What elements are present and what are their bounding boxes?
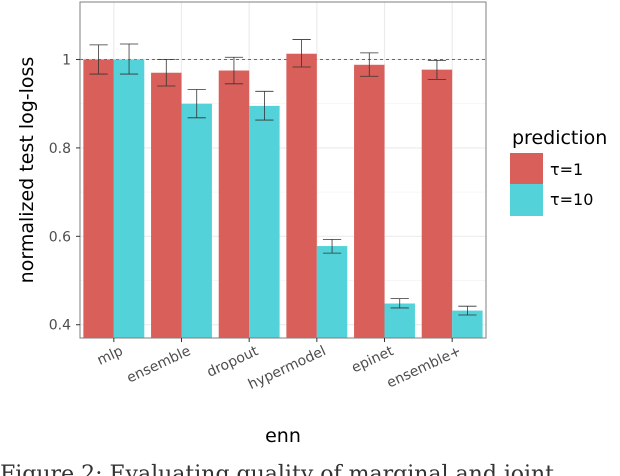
bar--1-ensemble bbox=[151, 72, 182, 338]
error-bars bbox=[89, 39, 477, 316]
x-tick-label: mlp bbox=[95, 343, 126, 369]
y-tick-label: 0.4 bbox=[49, 318, 71, 334]
bar--10-ensemble bbox=[181, 103, 212, 339]
y-tick-label: 0.8 bbox=[49, 141, 71, 157]
x-tick-label: ensemble bbox=[124, 343, 193, 386]
legend-title: prediction bbox=[512, 127, 607, 149]
y-axis: 0.4 0.6 0.8 1 bbox=[49, 52, 80, 334]
bar--1-hypermodel bbox=[286, 53, 317, 338]
x-tick-label: hypermodel bbox=[246, 343, 329, 393]
bar--10-epinet bbox=[384, 303, 415, 338]
y-tick-label: 1 bbox=[62, 52, 71, 68]
figure-caption: Figure 2: Evaluating quality of marginal… bbox=[0, 462, 555, 476]
bar--10-mlp bbox=[113, 59, 145, 338]
legend-swatch-tau-1 bbox=[510, 153, 543, 185]
bar--1-dropout bbox=[218, 70, 250, 339]
bar--1-ensemble+ bbox=[421, 69, 453, 339]
legend: prediction τ=1 τ=10 bbox=[510, 127, 607, 216]
bar--1-epinet bbox=[354, 64, 385, 339]
y-tick-label: 0.6 bbox=[49, 229, 71, 245]
legend-label-tau-1: τ=1 bbox=[550, 160, 583, 179]
y-axis-title: normalized test log-loss bbox=[16, 57, 38, 284]
bar--10-dropout bbox=[249, 105, 280, 338]
plot-panel bbox=[80, 2, 486, 338]
x-tick-label: ensemble+ bbox=[384, 343, 463, 391]
bar--10-hypermodel bbox=[316, 246, 348, 338]
x-axis-title: enn bbox=[265, 425, 301, 447]
plot-border bbox=[79, 1, 487, 339]
x-tick-label: epinet bbox=[349, 343, 396, 376]
bar--1-mlp bbox=[83, 59, 114, 338]
legend-label-tau-10: τ=10 bbox=[550, 190, 593, 209]
legend-swatch-tau-10 bbox=[510, 184, 543, 216]
bars bbox=[83, 53, 483, 339]
